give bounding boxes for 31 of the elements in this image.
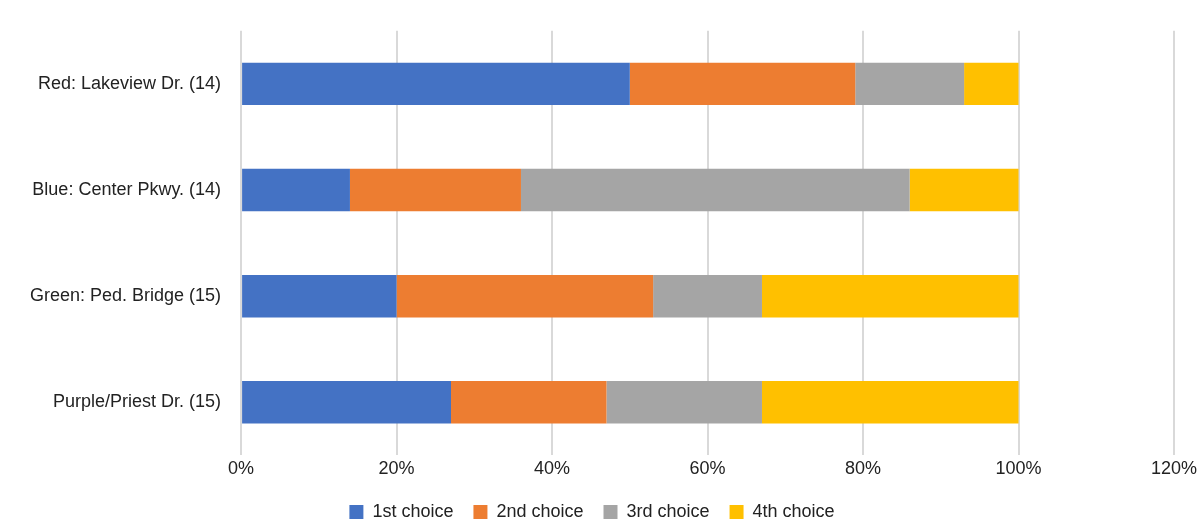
y-tick-label: Red: Lakeview Dr. (14) [38, 72, 222, 93]
y-tick-label: Purple/Priest Dr. (15) [53, 391, 222, 412]
bar [629, 62, 856, 106]
legend-label: 4th choice [752, 500, 835, 521]
bar [242, 62, 630, 106]
x-tick-label: 120% [1150, 458, 1198, 479]
bar [964, 62, 1019, 106]
bar [761, 381, 1019, 424]
x-tick-label: 0% [228, 458, 255, 479]
bar [242, 381, 451, 424]
x-tick-label: 40% [534, 458, 571, 479]
y-tick-label: Blue: Center Pkwy. (14) [32, 178, 222, 199]
legend-label: 2nd choice [496, 500, 584, 521]
bar [520, 168, 910, 212]
bar [242, 274, 397, 318]
bar [761, 274, 1019, 318]
x-tick-label: 60% [689, 458, 726, 479]
bar [242, 168, 350, 212]
bar [606, 381, 762, 424]
x-tick-label: 80% [845, 458, 882, 479]
bar [349, 168, 521, 212]
x-tick-label: 20% [378, 458, 415, 479]
x-tick-label: 100% [995, 458, 1042, 479]
bar [855, 62, 965, 106]
bar [909, 168, 1019, 212]
legend-label: 1st choice [372, 500, 454, 521]
y-tick-label: Green: Ped. Bridge (15) [29, 285, 222, 306]
bar [451, 381, 607, 424]
bar [653, 274, 762, 318]
bar [396, 274, 654, 318]
legend-label: 3rd choice [626, 500, 710, 521]
